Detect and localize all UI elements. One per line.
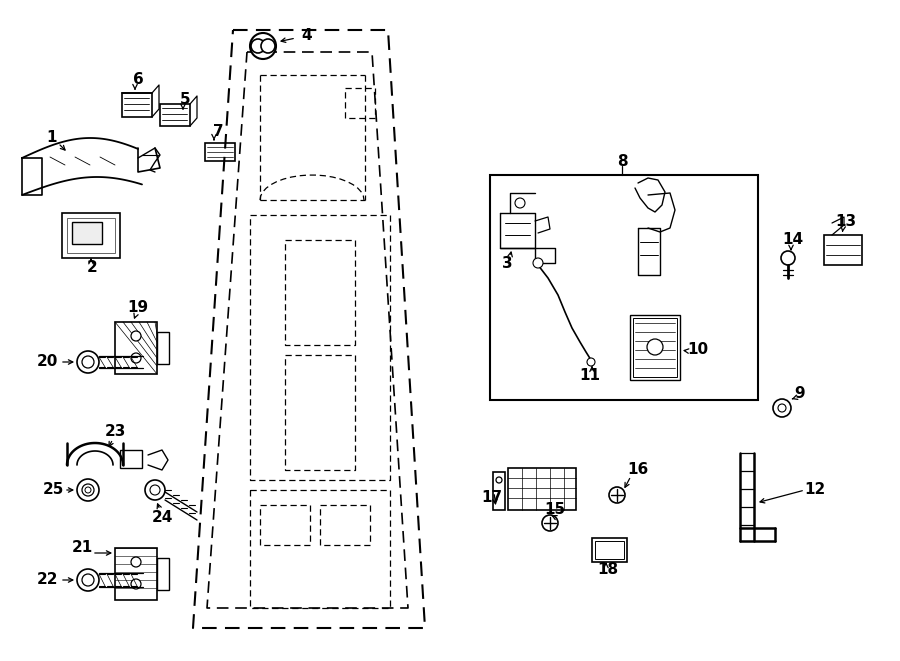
Circle shape xyxy=(82,484,94,496)
Bar xyxy=(157,558,169,590)
Circle shape xyxy=(85,487,91,493)
Text: 21: 21 xyxy=(71,541,93,555)
Bar xyxy=(160,104,190,126)
Bar xyxy=(115,322,157,374)
Circle shape xyxy=(587,358,595,366)
Bar xyxy=(67,218,115,253)
Bar xyxy=(595,541,624,559)
Text: 2: 2 xyxy=(86,260,97,274)
Bar xyxy=(157,332,169,364)
Text: 3: 3 xyxy=(501,256,512,270)
Circle shape xyxy=(250,33,276,59)
Circle shape xyxy=(82,574,94,586)
Text: 6: 6 xyxy=(132,73,143,87)
Bar xyxy=(490,175,758,400)
Text: 12: 12 xyxy=(805,483,825,498)
Circle shape xyxy=(131,579,141,589)
Text: 8: 8 xyxy=(616,153,627,169)
Circle shape xyxy=(515,198,525,208)
Bar xyxy=(630,315,680,380)
Bar xyxy=(824,235,862,265)
Circle shape xyxy=(647,339,663,355)
Text: 13: 13 xyxy=(835,215,857,229)
Text: 14: 14 xyxy=(782,233,804,247)
Circle shape xyxy=(609,487,625,503)
Bar xyxy=(493,472,505,510)
Text: 4: 4 xyxy=(302,28,312,44)
Text: 19: 19 xyxy=(128,299,148,315)
Text: 9: 9 xyxy=(795,385,806,401)
Bar xyxy=(115,548,157,600)
Circle shape xyxy=(145,480,165,500)
Circle shape xyxy=(150,485,160,495)
Text: 5: 5 xyxy=(180,93,190,108)
Circle shape xyxy=(533,258,543,268)
Text: 1: 1 xyxy=(47,130,58,145)
Text: 22: 22 xyxy=(36,572,58,588)
Text: 20: 20 xyxy=(36,354,58,369)
Text: 7: 7 xyxy=(212,124,223,139)
Text: 15: 15 xyxy=(544,502,565,518)
Circle shape xyxy=(496,477,502,483)
Circle shape xyxy=(542,515,558,531)
Text: 18: 18 xyxy=(598,563,618,578)
Bar xyxy=(633,318,677,377)
Text: 23: 23 xyxy=(104,424,126,440)
Circle shape xyxy=(77,479,99,501)
Circle shape xyxy=(131,353,141,363)
Circle shape xyxy=(778,404,786,412)
Circle shape xyxy=(773,399,791,417)
Text: 16: 16 xyxy=(627,463,649,477)
Circle shape xyxy=(77,351,99,373)
Text: 11: 11 xyxy=(580,368,600,383)
Bar xyxy=(120,450,142,468)
Circle shape xyxy=(131,557,141,567)
Circle shape xyxy=(82,356,94,368)
Bar xyxy=(122,93,152,117)
Bar xyxy=(72,222,102,244)
Bar xyxy=(205,143,235,161)
Circle shape xyxy=(251,39,265,53)
Bar xyxy=(592,538,627,562)
Circle shape xyxy=(131,331,141,341)
Text: 25: 25 xyxy=(42,483,64,498)
Circle shape xyxy=(77,569,99,591)
Text: 17: 17 xyxy=(482,490,502,506)
Text: 24: 24 xyxy=(151,510,173,524)
Bar xyxy=(508,468,576,510)
Text: 10: 10 xyxy=(688,342,708,358)
Bar xyxy=(62,213,120,258)
Circle shape xyxy=(781,251,795,265)
Circle shape xyxy=(261,39,275,53)
